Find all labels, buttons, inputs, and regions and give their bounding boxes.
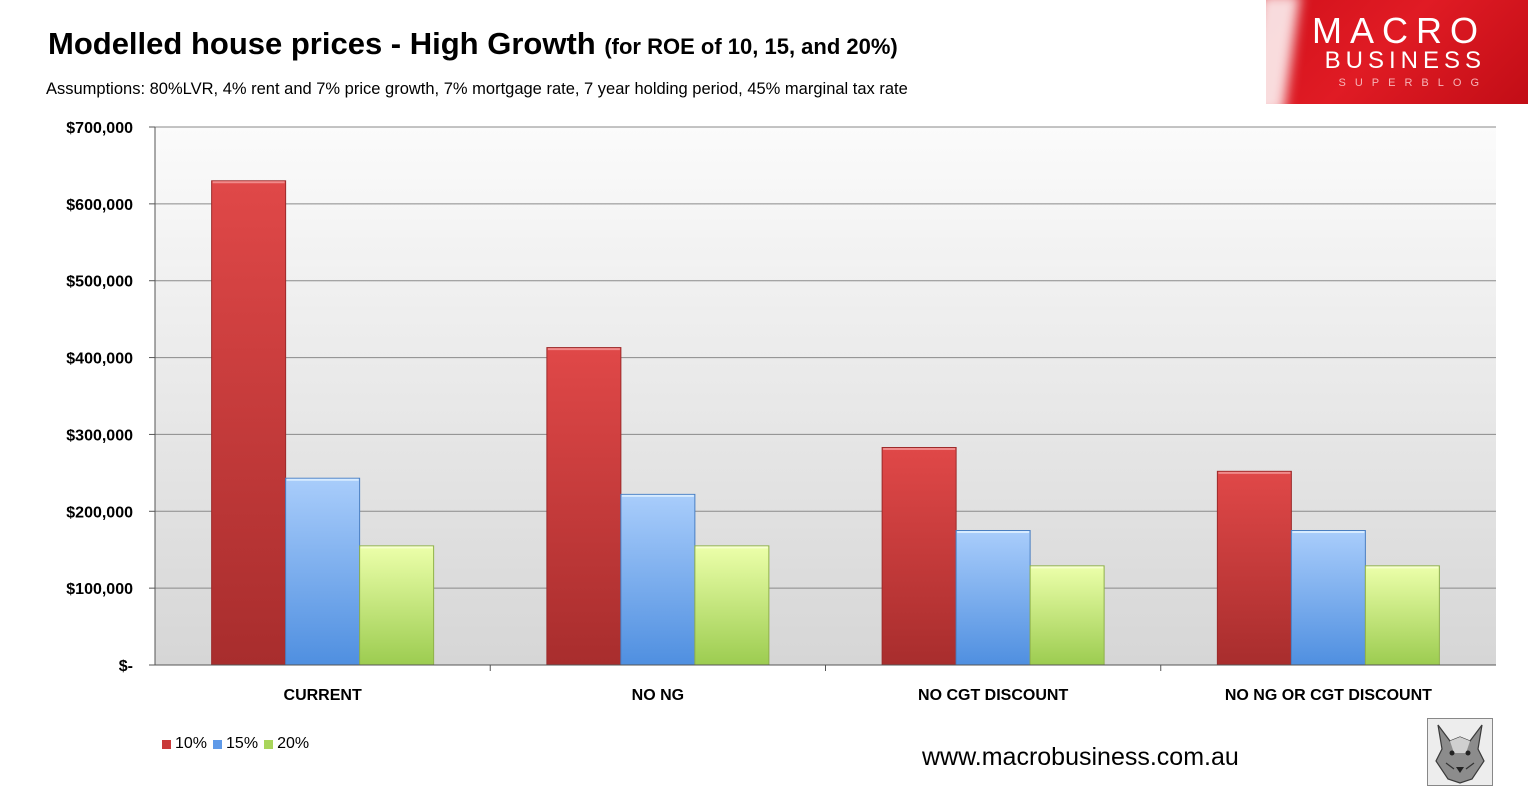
axes	[154, 127, 1496, 671]
legend-label: 10%	[175, 735, 208, 752]
legend-swatch	[213, 739, 223, 749]
legend-item-10pct: 10%	[162, 735, 207, 753]
y-tick-label: $700,000	[66, 120, 133, 137]
legend-swatch	[264, 739, 274, 749]
bar-10pct-1	[546, 347, 622, 666]
legend-item-15pct: 15%	[213, 735, 258, 753]
chart-title: Modelled house prices - High Growth (for…	[48, 26, 898, 62]
logo-line-2: BUSINESS	[1324, 47, 1486, 74]
x-tick-label: NO NG OR CGT DISCOUNT	[1225, 687, 1432, 704]
bar-10pct-3	[1216, 470, 1292, 666]
y-tick-label: $200,000	[66, 504, 133, 521]
site-url: www.macrobusiness.com.au	[922, 743, 1239, 771]
bar-20pct-2	[1029, 565, 1105, 666]
legend-item-20pct: 20%	[264, 735, 309, 753]
y-tick-label: $-	[119, 658, 133, 675]
bar-15pct-0	[285, 477, 361, 666]
y-tick-label: $100,000	[66, 581, 133, 598]
bar-10pct-2	[881, 446, 957, 666]
bar-20pct-1	[694, 545, 770, 666]
bar-20pct-3	[1364, 565, 1440, 666]
legend-label: 15%	[226, 735, 259, 752]
bars	[211, 180, 1440, 666]
y-tick-label: $300,000	[66, 427, 133, 444]
legend: 10% 15% 20%	[162, 735, 315, 753]
x-axis-tick-labels: CURRENT NO NG NO CGT DISCOUNT NO NG OR CGT …	[284, 687, 1433, 704]
chart-subtitle: Assumptions: 80%LVR, 4% rent and 7% pric…	[46, 80, 908, 98]
macrobusiness-logo: MACRO BUSINESS SUPERBLOG	[1266, 0, 1528, 104]
chart-title-suffix: (for ROE of 10, 15, and 20%)	[604, 34, 898, 59]
x-tick-label: NO CGT DISCOUNT	[918, 687, 1068, 704]
bar-15pct-3	[1290, 530, 1366, 666]
legend-label: 20%	[277, 735, 310, 752]
chart-title-main: Modelled house prices - High Growth	[48, 26, 596, 61]
bar-15pct-1	[620, 493, 696, 666]
bar-10pct-0	[211, 180, 287, 666]
x-tick-label: CURRENT	[284, 687, 362, 704]
y-tick-label: $400,000	[66, 351, 133, 368]
x-tick-label: NO NG	[632, 687, 684, 704]
y-axis-tick-labels: $- $100,000 $200,000 $300,000 $400,000 $500,0…	[66, 120, 133, 675]
y-tick-label: $500,000	[66, 274, 133, 291]
logo-line-1: MACRO	[1312, 10, 1486, 51]
y-tick-label: $600,000	[66, 197, 133, 214]
wolf-head-icon	[1427, 718, 1493, 786]
legend-swatch	[162, 739, 171, 749]
logo-line-3: SUPERBLOG	[1338, 77, 1488, 89]
bar-20pct-0	[359, 545, 435, 666]
bar-15pct-2	[955, 530, 1031, 666]
